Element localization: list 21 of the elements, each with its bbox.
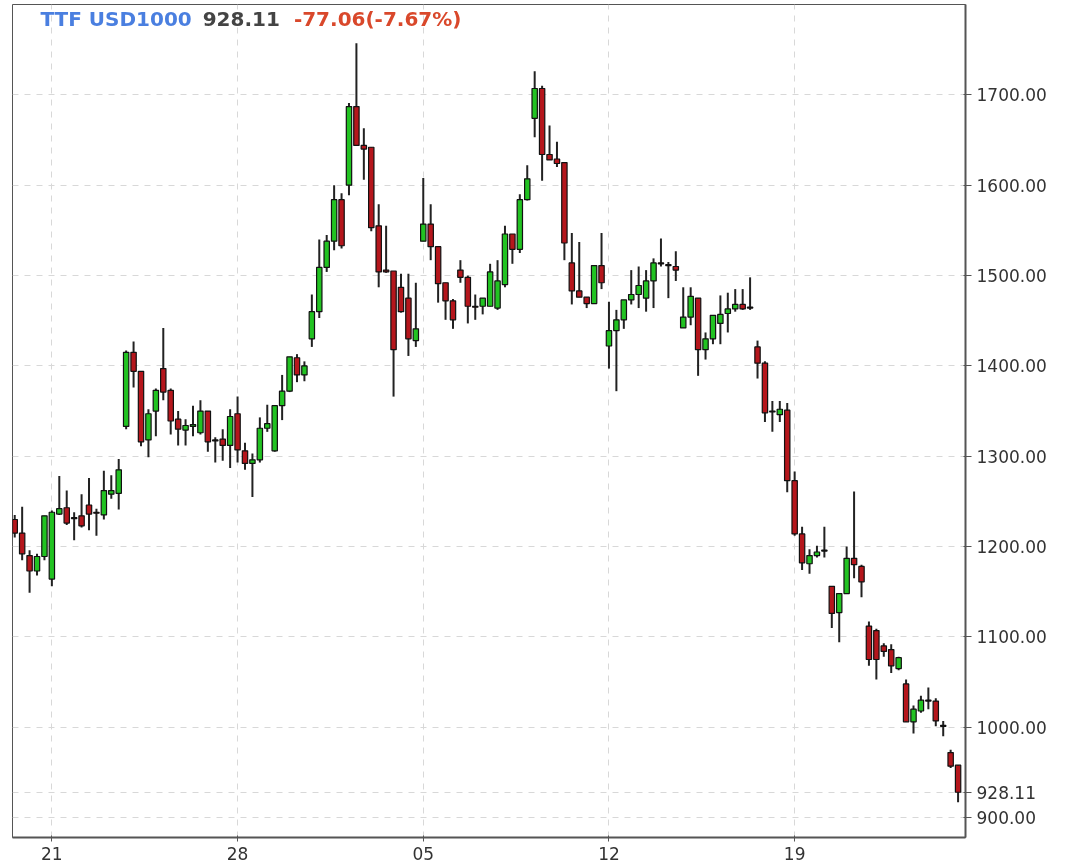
y-tick-label: 1500.00 xyxy=(976,266,1047,287)
x-tick-label: 12 xyxy=(598,843,620,864)
y-tick-label: 1600.00 xyxy=(976,175,1047,196)
x-tick-label: 21 xyxy=(41,843,63,864)
x-tick-label: 28 xyxy=(226,843,249,864)
annotation: 928.11 xyxy=(202,6,280,31)
x-tick-label: 19 xyxy=(783,843,806,864)
candlestick xyxy=(672,250,680,282)
y-tick-label: 1300.00 xyxy=(976,446,1047,467)
x-tick-label: 05 xyxy=(412,843,435,864)
y-tick-label: 1100.00 xyxy=(976,627,1047,648)
y-tick-label: 1700.00 xyxy=(976,85,1047,106)
chart-title: TTF USD1000 xyxy=(40,6,192,31)
annotation: -77.06(-7.67%) xyxy=(293,6,462,31)
y-tick-label: 1400.00 xyxy=(976,356,1047,377)
y-tick-label: 900.00 xyxy=(976,808,1036,829)
y-tick-label: 1200.00 xyxy=(976,537,1047,558)
y-tick-label: 928.11 xyxy=(976,782,1036,803)
candlestick xyxy=(665,260,672,300)
y-tick-label: 1000.00 xyxy=(976,717,1047,738)
candlestick xyxy=(858,563,865,599)
